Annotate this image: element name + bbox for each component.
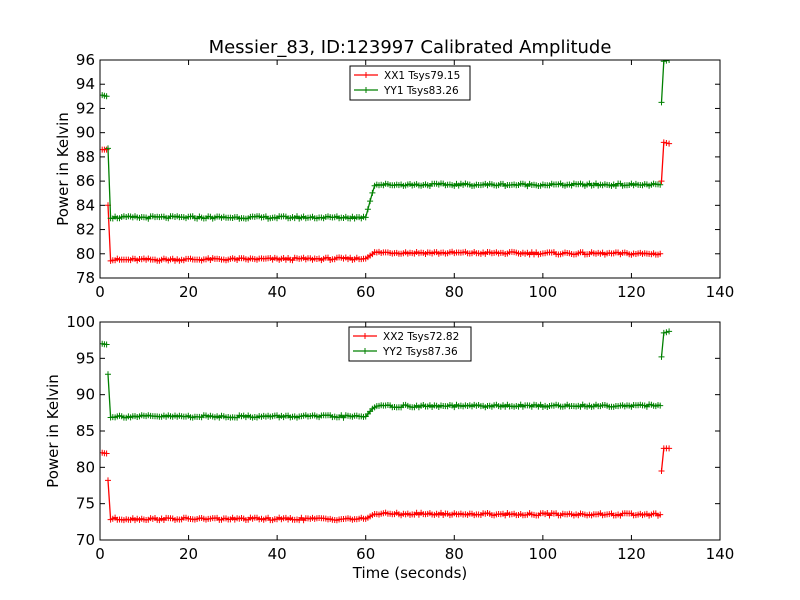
x-tick-label: 0 [95,283,105,301]
legend: XX1 Tsys79.15 YY1 Tsys83.26 [349,65,471,101]
y-tick-label: 95 [76,349,95,367]
series-markers [658,328,673,360]
y-tick-label: 96 [76,51,95,69]
chart-panel-top: 0 20 40 60 80 100 120 140 78 80 82 84 86 88 90 92 94 96 Po… [54,51,734,301]
y-tick-label: 80 [76,458,95,476]
series-markers [105,202,664,264]
plot-frame [99,59,721,279]
series-2-2 [100,328,673,421]
legend-label: XX2 Tsys72.82 [383,331,459,343]
legend-label: YY2 Tsys87.36 [382,346,458,358]
legend-label: XX1 Tsys79.15 [384,70,460,82]
x-tick-label: 140 [706,283,735,301]
series-markers [100,146,110,153]
series-markers [105,477,664,524]
figure-title: Messier_83, ID:123997 Calibrated Amplitu… [209,37,612,58]
legend-box [348,326,472,362]
series-markers [100,92,110,100]
series-markers [658,445,673,474]
x-tick-label: 20 [179,545,198,563]
x-tick-label: 120 [617,545,646,563]
y-axis-label: Power in Kelvin [54,112,72,226]
legend-label: YY1 Tsys83.26 [383,85,459,97]
y-tick-label: 78 [76,269,95,287]
series-2-1 [100,445,673,524]
x-tick-label: 80 [445,283,464,301]
x-tick-label: 60 [356,283,375,301]
series-markers [100,340,110,348]
y-tick-label: 70 [76,531,95,549]
y-tick-label: 88 [76,148,95,166]
y-tick-label: 75 [76,495,95,513]
series-markers [105,371,664,421]
y-tick-label: 85 [76,422,95,440]
y-tick-label: 92 [76,99,95,117]
x-tick-label: 100 [529,545,558,563]
x-tick-label: 40 [268,283,287,301]
y-tick-label: 100 [66,313,95,331]
legend: XX2 Tsys72.82 YY2 Tsys87.36 [348,326,472,362]
legend-marker [362,333,368,339]
legend-marker [362,348,368,354]
y-tick-label: 82 [76,221,95,239]
x-tick-label: 0 [95,545,105,563]
series-1-1 [100,139,673,264]
y-tick-label: 94 [76,75,95,93]
x-tick-label: 40 [268,545,287,563]
x-tick-label: 100 [529,283,558,301]
x-tick-label: 120 [617,283,646,301]
series-markers [100,449,110,457]
legend-marker [363,72,369,78]
y-tick-label: 90 [76,386,95,404]
x-tick-label: 60 [356,545,375,563]
series-markers [658,139,673,185]
x-axis-label: Time (seconds) [352,564,468,582]
y-tick-label: 90 [76,124,95,142]
chart-panel-bottom: 0 20 40 60 80 100 120 140 70 75 80 85 90 95 100 Power i… [44,313,734,582]
x-tick-label: 140 [706,545,735,563]
legend-marker [363,87,369,93]
x-tick-label: 20 [179,283,198,301]
y-tick-label: 86 [76,172,95,190]
y-axis-label: Power in Kelvin [44,374,62,488]
y-tick-label: 84 [76,196,95,214]
x-tick-label: 80 [445,545,464,563]
y-tick-label: 80 [76,245,95,263]
legend-box [349,65,471,101]
series-markers [105,145,664,222]
series-markers [658,60,673,106]
